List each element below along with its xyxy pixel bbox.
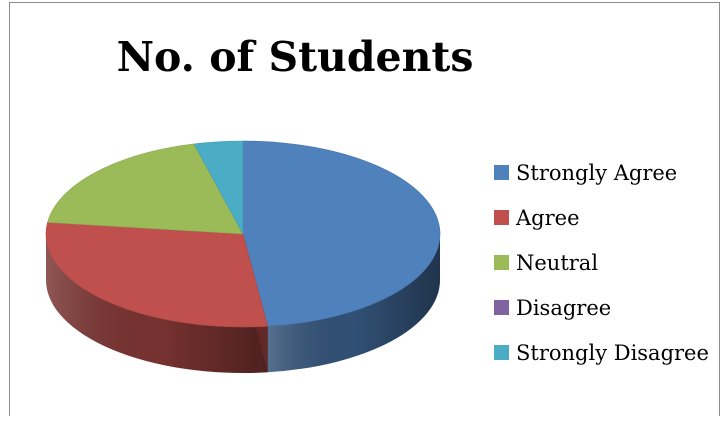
legend-label: Neutral (516, 250, 599, 275)
chart-area: No. of Students Strongly Agree Agree Neutr… (9, 2, 720, 416)
legend-label: Strongly Agree (516, 160, 678, 185)
legend-item-strongly-agree: Strongly Agree (494, 150, 709, 195)
pie-slice-strongly-disagree (193, 140, 244, 235)
legend-swatch (494, 300, 509, 315)
pie-slice-neutral (47, 143, 244, 235)
legend-label: Disagree (516, 295, 612, 320)
legend-item-agree: Agree (494, 195, 709, 240)
pie-slice-agree (45, 222, 269, 328)
pie-side-shade (46, 234, 268, 374)
legend-label: Strongly Disagree (516, 340, 709, 365)
pie-side-shade (267, 234, 440, 373)
legend: Strongly Agree Agree Neutral Disagree Strong… (494, 150, 709, 375)
legend-swatch (494, 345, 509, 360)
pie-slice-strongly-agree (242, 140, 441, 327)
legend-swatch (494, 255, 509, 270)
legend-item-strongly-disagree: Strongly Disagree (494, 330, 709, 375)
chart-title: No. of Students (116, 33, 474, 81)
pie-slices (45, 140, 441, 328)
legend-swatch (494, 165, 509, 180)
legend-item-disagree: Disagree (494, 285, 709, 330)
pie-plot (45, 140, 441, 374)
legend-label: Agree (516, 205, 580, 230)
legend-item-neutral: Neutral (494, 240, 709, 285)
legend-swatch (494, 210, 509, 225)
